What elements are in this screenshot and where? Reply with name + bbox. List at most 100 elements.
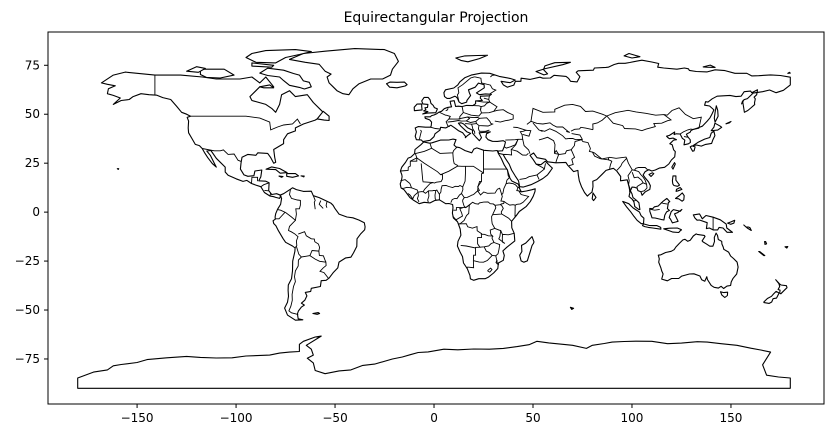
y-tick-label: 50 (25, 107, 40, 121)
country-border (275, 211, 286, 220)
y-tick-label: 75 (25, 58, 40, 72)
country-border (501, 213, 512, 222)
landmass-jamaica (278, 175, 284, 178)
landmass-sulawesi (668, 208, 683, 224)
landmass-svalbard (455, 54, 489, 63)
x-tick-label: −100 (220, 411, 253, 425)
landmass-kerguelen (569, 306, 575, 310)
country-border (417, 189, 440, 195)
landmass-tasmania (719, 291, 729, 299)
country-border (511, 149, 529, 156)
country-border (606, 114, 673, 132)
landmass-borneo (649, 197, 671, 221)
country-border (488, 95, 490, 100)
landmass-ellesmere (245, 49, 312, 64)
country-border (450, 193, 462, 203)
x-tick-label: 50 (525, 411, 540, 425)
country-border (483, 246, 496, 257)
country-border (445, 108, 449, 112)
country-border (538, 136, 560, 163)
landmass-banks-island (186, 66, 206, 73)
country-border (463, 105, 483, 117)
country-border (288, 256, 302, 315)
y-tick-label: 0 (32, 205, 40, 219)
map-plot-area (77, 48, 791, 389)
country-border (466, 247, 477, 269)
country-border (420, 163, 434, 184)
country-border (530, 103, 607, 122)
y-tick-label: −75 (15, 352, 40, 366)
landmass-north-america (100, 71, 326, 199)
landmass-victoria-island (199, 68, 235, 79)
country-border (679, 128, 694, 135)
country-border (606, 107, 702, 130)
x-tick-label: 150 (720, 411, 743, 425)
landmass-ireland (413, 103, 423, 112)
landmass-sakhalin (713, 105, 719, 123)
country-border (260, 182, 270, 188)
country-border (401, 186, 412, 189)
country-border (540, 128, 569, 140)
landmass-philippines-mindanao (674, 192, 685, 202)
y-tick-label: −25 (15, 254, 40, 268)
country-border (452, 152, 459, 167)
country-border (400, 179, 411, 184)
landmass-fiji (784, 246, 789, 249)
landmass-wrangel (787, 71, 791, 74)
country-border (295, 231, 321, 258)
country-border (309, 255, 329, 279)
country-border (487, 267, 493, 273)
country-border (277, 189, 301, 222)
land-layer (77, 48, 791, 389)
country-border (503, 190, 530, 206)
country-border (592, 115, 608, 130)
x-axis: −150 −100 −50 0 50 100 150 (121, 404, 743, 425)
x-tick-label: −150 (121, 411, 154, 425)
country-border (312, 195, 316, 210)
country-border (608, 159, 613, 169)
landmass-kuril-islands (725, 120, 732, 125)
country-border (626, 158, 649, 171)
landmass-falklands (312, 312, 321, 315)
country-border (475, 117, 494, 127)
landmass-solomon-islands (743, 224, 752, 232)
landmass-hispaniola (286, 173, 300, 178)
country-border (287, 219, 299, 249)
country-border (438, 184, 465, 200)
landmass-newfoundland (316, 110, 330, 122)
country-border (456, 76, 475, 103)
country-border (536, 174, 540, 180)
country-border (634, 169, 648, 185)
country-border (641, 182, 648, 193)
landmass-hawaii (116, 168, 120, 170)
country-border (490, 74, 496, 78)
country-border (477, 125, 490, 132)
country-border (416, 192, 420, 203)
landmass-novaya-zemlya (535, 61, 571, 76)
country-border (438, 111, 451, 120)
country-border (325, 201, 328, 208)
country-border (631, 199, 637, 202)
y-tick-label: −50 (15, 303, 40, 317)
x-tick-label: −50 (322, 411, 347, 425)
landmass-philippines-visayas (675, 186, 683, 192)
landmass-new-zealand-north (775, 279, 788, 295)
country-border (532, 122, 543, 132)
landmass-puerto-rico (300, 175, 305, 178)
landmass-new-siberian-islands (702, 64, 716, 68)
landmass-vanuatu (764, 240, 768, 245)
country-border (568, 133, 584, 141)
country-border (650, 208, 660, 211)
country-border (477, 172, 505, 204)
landmass-australia (657, 232, 739, 290)
landmass-new-caledonia (758, 250, 766, 257)
landmass-devon-island (251, 62, 275, 68)
country-border (418, 129, 422, 140)
country-border (430, 126, 441, 130)
country-border (683, 136, 689, 138)
landmass-sri-lanka (591, 192, 597, 202)
country-border (453, 106, 464, 120)
landmass-africa (399, 138, 536, 281)
y-tick-label: 25 (25, 156, 40, 170)
landmass-southampton (259, 84, 275, 89)
